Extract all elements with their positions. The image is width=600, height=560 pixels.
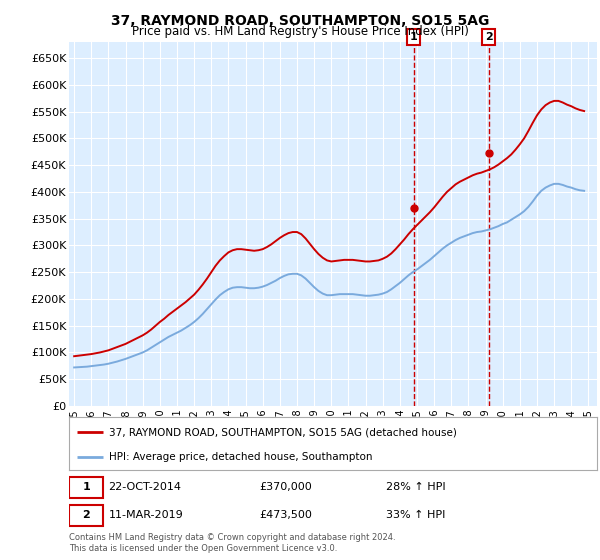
Text: 2: 2: [485, 32, 493, 42]
FancyBboxPatch shape: [69, 477, 103, 497]
Text: Price paid vs. HM Land Registry's House Price Index (HPI): Price paid vs. HM Land Registry's House …: [131, 25, 469, 38]
Text: £473,500: £473,500: [259, 510, 312, 520]
Text: 37, RAYMOND ROAD, SOUTHAMPTON, SO15 5AG: 37, RAYMOND ROAD, SOUTHAMPTON, SO15 5AG: [111, 14, 489, 28]
Text: HPI: Average price, detached house, Southampton: HPI: Average price, detached house, Sout…: [109, 452, 372, 462]
Text: 2: 2: [82, 510, 90, 520]
Text: £370,000: £370,000: [259, 482, 312, 492]
Text: 28% ↑ HPI: 28% ↑ HPI: [386, 482, 445, 492]
Text: 1: 1: [82, 482, 90, 492]
Text: 33% ↑ HPI: 33% ↑ HPI: [386, 510, 445, 520]
Text: 11-MAR-2019: 11-MAR-2019: [109, 510, 184, 520]
Text: 22-OCT-2014: 22-OCT-2014: [109, 482, 182, 492]
Text: 37, RAYMOND ROAD, SOUTHAMPTON, SO15 5AG (detached house): 37, RAYMOND ROAD, SOUTHAMPTON, SO15 5AG …: [109, 427, 457, 437]
FancyBboxPatch shape: [69, 505, 103, 525]
Text: Contains HM Land Registry data © Crown copyright and database right 2024.
This d: Contains HM Land Registry data © Crown c…: [69, 533, 395, 553]
Text: 1: 1: [410, 32, 418, 42]
